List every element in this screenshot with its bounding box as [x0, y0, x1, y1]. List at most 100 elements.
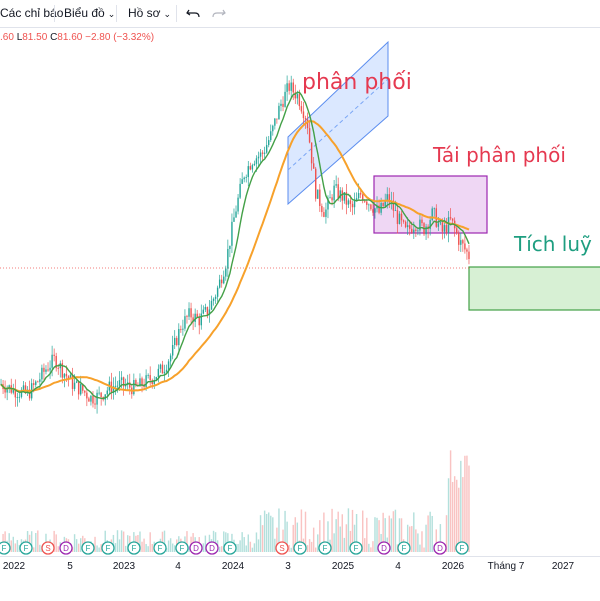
time-axis[interactable]: 2022 5 2023 4 2024 3 2025 4 2026 Tháng 7… — [0, 556, 600, 601]
indicators-button[interactable]: Các chỉ báo — [0, 0, 63, 27]
redo-button[interactable] — [212, 0, 226, 27]
candle-body — [458, 233, 460, 245]
volume-bar — [16, 539, 19, 552]
candle-body — [415, 229, 417, 231]
event-marker[interactable]: D — [377, 541, 391, 555]
volume-bar — [39, 544, 41, 552]
candle-body — [69, 374, 72, 379]
volume-bar — [96, 545, 98, 552]
candle-body — [196, 313, 198, 318]
x-tick-label: 2023 — [112, 561, 136, 572]
candle-body — [67, 376, 70, 379]
candle-body — [86, 392, 88, 399]
candle-body — [343, 192, 346, 201]
volume-bar — [8, 533, 10, 552]
candle-body — [8, 385, 10, 389]
candle-body — [406, 225, 409, 228]
volume-bar — [376, 517, 378, 552]
event-marker[interactable]: F — [293, 541, 307, 555]
event-marker[interactable]: S — [41, 541, 55, 555]
event-marker[interactable]: F — [127, 541, 141, 555]
candle-body — [153, 380, 155, 385]
volume-bar — [349, 530, 352, 552]
candle-body — [466, 249, 468, 252]
candle-body — [368, 204, 370, 206]
candle-body — [163, 371, 166, 374]
candle-body — [243, 177, 245, 180]
volume-bar — [429, 511, 431, 552]
event-marker[interactable]: D — [433, 541, 447, 555]
event-marker[interactable]: D — [59, 541, 73, 555]
candle-body — [319, 189, 321, 206]
undo-button[interactable] — [186, 0, 200, 27]
volume-bar — [165, 547, 168, 552]
volume-bar — [364, 538, 366, 552]
event-marker-label: F — [132, 544, 137, 553]
event-marker[interactable]: F — [175, 541, 189, 555]
volume-bar — [362, 510, 364, 552]
volume-bar — [174, 545, 176, 552]
volume-bar — [272, 517, 274, 552]
event-marker[interactable]: F — [349, 541, 363, 555]
candle-body — [449, 217, 452, 219]
candle-body — [460, 240, 462, 245]
profile-menu-button[interactable]: Hồ sơ ⌄ — [128, 0, 171, 27]
candle-body — [370, 204, 372, 210]
volume-bar — [249, 541, 252, 552]
candle-body — [155, 377, 158, 381]
candle-body — [349, 200, 352, 204]
volume-bar — [122, 531, 125, 552]
candle-body — [188, 308, 190, 317]
candle-body — [75, 381, 78, 383]
candle-body — [88, 398, 90, 402]
volume-bar — [323, 512, 325, 552]
candle-body — [208, 309, 211, 315]
volume-bar — [116, 530, 119, 552]
volume-bar — [339, 526, 341, 552]
event-marker[interactable]: F — [318, 541, 332, 555]
event-marker[interactable]: F — [0, 541, 11, 555]
candle-body — [331, 197, 333, 201]
event-marker[interactable]: D — [205, 541, 219, 555]
candle-body — [239, 183, 241, 198]
event-marker-label: F — [106, 544, 111, 553]
volume-bar — [390, 518, 393, 552]
candle-body — [396, 210, 399, 224]
event-marker[interactable]: F — [81, 541, 95, 555]
toolbar-divider — [176, 5, 177, 22]
volume-bar — [214, 532, 217, 552]
event-marker[interactable]: F — [223, 541, 237, 555]
volume-bar — [290, 547, 292, 552]
candle-body — [124, 384, 127, 387]
candle-body — [388, 194, 390, 203]
event-marker[interactable]: F — [153, 541, 167, 555]
candle-body — [400, 213, 403, 221]
candle-body — [149, 375, 151, 381]
chart-menu-button[interactable]: Biểu đồ ⌄ — [64, 0, 115, 27]
candle-body — [47, 369, 49, 371]
event-marker[interactable]: F — [101, 541, 115, 555]
candle-body — [462, 240, 464, 244]
volume-bar — [337, 511, 339, 552]
volume-bar — [80, 538, 82, 552]
event-marker[interactable]: F — [19, 541, 33, 555]
volume-bar — [388, 515, 390, 552]
volume-bar — [398, 518, 401, 552]
toolbar-divider — [54, 5, 55, 22]
event-marker[interactable]: D — [189, 541, 203, 555]
event-marker[interactable]: F — [455, 541, 469, 555]
candle-body — [268, 140, 270, 146]
candle-body — [180, 328, 182, 330]
candle-body — [51, 354, 53, 368]
candle-body — [261, 152, 264, 154]
volume-bar — [149, 532, 151, 552]
event-marker[interactable]: S — [275, 541, 289, 555]
candle-body — [419, 219, 421, 231]
volume-bar — [374, 517, 376, 552]
volume-bar — [458, 487, 460, 552]
candle-body — [372, 209, 374, 213]
event-marker[interactable]: F — [397, 541, 411, 555]
volume-bar — [347, 508, 350, 552]
volume-bar — [451, 481, 454, 552]
